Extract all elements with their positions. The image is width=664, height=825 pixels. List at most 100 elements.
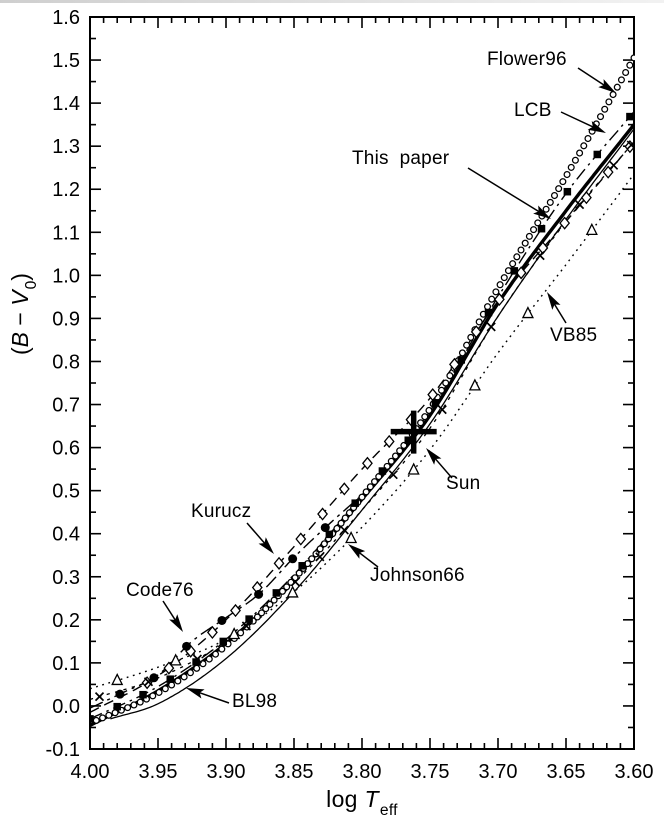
marker-square (113, 702, 121, 711)
marker-x (241, 621, 252, 631)
marker-triangle (228, 627, 241, 640)
annotation-arrows (162, 67, 616, 704)
annotation-arrowhead-vb85 (547, 292, 561, 310)
marker-diamond (230, 603, 241, 618)
marker-triangle (169, 653, 182, 666)
marker-square (431, 399, 440, 407)
marker-square (139, 690, 147, 699)
annotation-arrow-line-lcb (560, 111, 596, 129)
tick-labels: 4.00 3.95 3.90 3.85 3.80 3.75 3.70 3.65 3.60 -0.1… (46, 7, 654, 783)
y-tick-label: 0.4 (52, 524, 80, 546)
series-line-johnson66 (89, 141, 635, 701)
axes (89, 16, 635, 750)
marker-triangle (407, 462, 420, 475)
chain-bead (504, 267, 512, 275)
chain-bead (417, 419, 425, 427)
x-tick-label: 3.75 (411, 761, 450, 783)
x-title-word: log (326, 786, 365, 812)
marker-circle (217, 615, 227, 625)
chain-bead (509, 260, 517, 268)
chain-bead (484, 303, 492, 311)
y-tick-label: 1.5 (52, 50, 80, 72)
annotation-arrowhead-code76 (169, 614, 183, 632)
marker-x (437, 405, 447, 415)
chain-bead (630, 54, 635, 62)
chain-bead (517, 246, 525, 254)
marker-square (378, 467, 387, 475)
marker-diamond (580, 191, 592, 205)
chain-bead (258, 609, 266, 617)
marker-diamond (602, 165, 614, 179)
annotation-arrow-line-sun (433, 456, 453, 479)
x-tick-label: 3.90 (207, 761, 246, 783)
chain-bead (92, 716, 100, 724)
series-line-code76 (89, 494, 363, 709)
annotation-arrowhead-sun (426, 448, 442, 465)
series-markers-lcb (89, 112, 634, 723)
marker-square (484, 308, 493, 317)
annotation-arrow-line-bl98 (197, 691, 230, 704)
chain-bead (530, 226, 538, 234)
chain-bead (155, 688, 163, 696)
chain-bead (320, 540, 328, 548)
chain-bead (371, 478, 379, 486)
y-tick-label: 0.3 (52, 567, 80, 589)
y-title-open: ( (7, 347, 34, 355)
chain-bead (425, 406, 433, 414)
marker-x (608, 160, 619, 170)
marker-square (219, 637, 228, 646)
marker-square (89, 715, 94, 723)
y-tick-label: 1.3 (52, 136, 80, 158)
marker-square (166, 675, 174, 683)
chain-bead (555, 185, 563, 193)
annotation-arrowhead-johnson66 (348, 544, 366, 559)
marker-square (563, 187, 572, 196)
plot-frame (89, 16, 635, 750)
chain-bead (168, 681, 176, 689)
marker-triangle (111, 672, 124, 686)
chain-bead (605, 98, 613, 106)
marker-x (339, 525, 349, 535)
chain-bead (613, 83, 621, 91)
chain-bead (362, 488, 370, 496)
annotation-arrowhead-this-paper (533, 205, 551, 219)
chain-bead (391, 452, 400, 460)
marker-diamond (361, 456, 373, 470)
marker-x (486, 322, 496, 332)
y-title-subscript: 0 (23, 280, 41, 290)
marker-square (537, 224, 546, 233)
chain-bead (567, 163, 575, 171)
x-tick-label: 4.00 (71, 761, 110, 783)
marker-square (404, 436, 412, 444)
chain-bead (596, 113, 605, 121)
y-title-B: B (7, 331, 34, 348)
chain-bead (525, 232, 533, 240)
annotation-arrow-line-code76 (162, 600, 178, 623)
sun-marker (390, 410, 437, 454)
chain-bead (333, 524, 341, 532)
chain-bead (580, 142, 588, 150)
chain-bead (345, 509, 353, 517)
chain-bead (266, 600, 274, 608)
marker-square (593, 150, 602, 159)
series-markers-johnson66 (94, 140, 635, 702)
marker-x (535, 251, 545, 261)
series-markers-kurucz (141, 140, 635, 690)
series-line-bl98 (110, 128, 635, 720)
y-tick-label: 0.2 (52, 610, 80, 632)
marker-square (272, 589, 281, 597)
series-layer (89, 54, 635, 727)
y-tick-label: 1.4 (52, 93, 80, 115)
x-tick-label: 3.85 (275, 761, 314, 783)
chain-bead (475, 318, 483, 326)
annotation-arrow-line-johnson66 (357, 550, 379, 568)
marker-x (388, 470, 398, 480)
marker-triangle (286, 585, 299, 598)
chain-bead (237, 629, 245, 637)
y-title-close: ) (7, 273, 34, 281)
marker-x (94, 691, 105, 702)
x-tick-label: 3.60 (615, 761, 654, 783)
marker-diamond (273, 556, 285, 570)
